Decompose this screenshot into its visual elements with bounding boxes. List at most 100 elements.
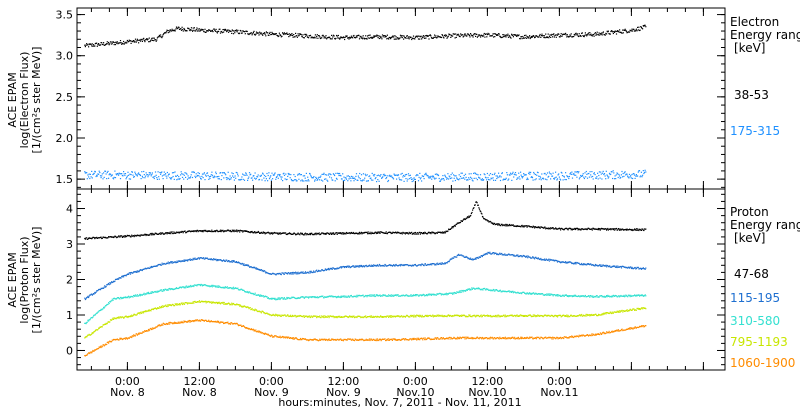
data-point: [102, 178, 104, 180]
data-point: [543, 35, 546, 37]
data-point: [534, 256, 536, 259]
data-point: [269, 298, 271, 300]
data-point: [166, 29, 168, 31]
data-point: [558, 173, 560, 175]
data-point: [118, 172, 120, 174]
data-point: [615, 30, 617, 32]
data-point: [206, 230, 208, 232]
data-point: [130, 236, 132, 238]
data-point: [318, 269, 320, 271]
data-point: [191, 230, 193, 232]
data-point: [417, 38, 420, 40]
data-point: [258, 294, 260, 296]
data-point: [442, 232, 444, 234]
data-point: [274, 33, 276, 36]
data-point: [534, 179, 536, 181]
data-point: [252, 31, 254, 34]
data-point: [581, 174, 584, 176]
data-point: [87, 319, 89, 321]
data-point: [609, 228, 611, 230]
data-point: [478, 257, 480, 259]
data-point: [466, 217, 468, 219]
data-point: [87, 334, 89, 336]
data-point: [342, 232, 344, 234]
data-point: [241, 230, 243, 232]
data-point: [437, 231, 440, 233]
data-point: [547, 259, 549, 261]
data-point: [557, 33, 559, 35]
data-point: [283, 273, 285, 275]
data-point: [160, 172, 162, 174]
data-point: [527, 293, 529, 295]
data-point: [92, 316, 94, 318]
data-point: [644, 228, 646, 230]
data-point: [183, 178, 185, 180]
data-point: [346, 175, 348, 177]
data-point: [525, 34, 527, 36]
data-point: [456, 177, 458, 179]
data-point: [536, 226, 538, 228]
data-point: [347, 180, 349, 182]
data-point: [574, 171, 576, 173]
data-point: [188, 259, 190, 261]
data-point: [483, 254, 485, 256]
data-point: [616, 229, 618, 231]
data-point: [249, 292, 251, 294]
data-point: [332, 36, 334, 38]
data-point: [150, 291, 152, 293]
data-point: [344, 266, 346, 268]
data-point: [645, 26, 647, 28]
data-point: [516, 225, 518, 227]
data-point: [368, 232, 370, 235]
data-point: [454, 224, 456, 226]
data-point: [611, 228, 613, 230]
data-point: [442, 263, 445, 265]
data-point: [196, 27, 198, 29]
data-point: [355, 35, 357, 37]
data-point: [479, 289, 481, 291]
data-point: [532, 179, 534, 181]
data-point: [440, 293, 442, 295]
data-point: [341, 266, 343, 268]
data-point: [545, 228, 547, 230]
data-point: [199, 284, 201, 286]
data-point: [251, 177, 253, 179]
data-point: [297, 33, 299, 35]
data-point: [320, 175, 322, 177]
data-point: [466, 179, 468, 181]
data-point: [574, 294, 577, 296]
data-point: [339, 38, 341, 40]
y-tick-label: 2.0: [56, 132, 74, 145]
data-point: [357, 179, 359, 181]
data-point: [284, 232, 286, 234]
data-point: [168, 263, 170, 265]
data-point: [111, 318, 113, 320]
data-point: [203, 173, 205, 175]
data-point: [301, 179, 303, 181]
data-point: [92, 45, 94, 47]
data-point: [487, 177, 489, 179]
data-point: [569, 173, 571, 175]
data-point: [172, 30, 174, 32]
data-point: [372, 36, 374, 38]
data-point: [615, 174, 617, 176]
data-point: [584, 228, 586, 230]
data-point: [613, 265, 615, 267]
data-point: [394, 294, 397, 296]
data-point: [365, 175, 367, 177]
data-point: [266, 32, 268, 34]
data-point: [586, 228, 588, 231]
data-point: [389, 175, 391, 178]
data-point: [605, 178, 607, 180]
data-point: [221, 31, 223, 33]
data-point: [97, 329, 99, 331]
data-point: [118, 235, 120, 237]
data-point: [361, 36, 363, 38]
data-point: [203, 229, 205, 231]
data-point: [316, 34, 318, 36]
data-point: [116, 317, 118, 319]
data-point: [234, 229, 236, 231]
data-point: [155, 307, 157, 310]
data-point: [391, 264, 393, 266]
data-point: [165, 32, 167, 34]
